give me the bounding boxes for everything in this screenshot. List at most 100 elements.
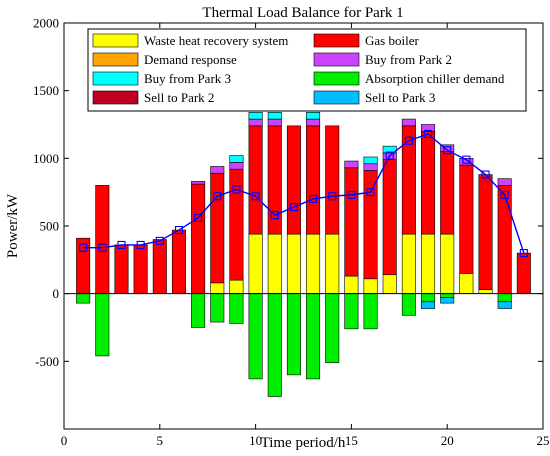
y-axis-title: Power/kW xyxy=(5,193,21,258)
y-tick-label: 0 xyxy=(53,286,60,301)
x-axis-title: Time period/h xyxy=(261,435,346,451)
bar-segment-4 xyxy=(440,144,455,152)
demand-marker xyxy=(366,188,375,197)
demand-marker xyxy=(481,170,490,179)
legend-label: Sell to Park 3 xyxy=(365,90,435,105)
bar-segment-6 xyxy=(95,293,110,357)
bar-segment-8 xyxy=(440,297,455,304)
bar-segment-5 xyxy=(382,145,397,154)
bar-segment-2 xyxy=(325,125,340,235)
demand-marker xyxy=(462,155,471,164)
demand-marker xyxy=(404,136,413,145)
bar-segment-6 xyxy=(363,293,378,330)
bar-segment-2 xyxy=(382,159,397,276)
legend-label: Sell to Park 2 xyxy=(144,90,214,105)
demand-marker xyxy=(174,226,184,235)
x-tick-label: 0 xyxy=(61,433,68,448)
bar-segment-2 xyxy=(133,244,148,294)
bar-segment-4 xyxy=(210,166,225,174)
bar-segment-1 xyxy=(210,282,225,294)
bar-segment-4 xyxy=(363,163,378,171)
bar-segment-2 xyxy=(344,167,359,277)
demand-marker xyxy=(155,236,164,245)
chart-title: Thermal Load Balance for Park 1 xyxy=(202,5,403,21)
legend-swatch xyxy=(313,90,360,105)
bar-segment-5 xyxy=(363,156,378,165)
legend-label: Demand response xyxy=(144,52,237,67)
bar-segment-6 xyxy=(325,293,340,363)
bar-segment-2 xyxy=(286,125,301,235)
bar-segment-8 xyxy=(497,301,512,309)
legend-label: Absorption chiller demand xyxy=(365,71,505,86)
legend-swatch xyxy=(92,90,139,105)
bar-segment-4 xyxy=(229,162,244,170)
bar-segment-6 xyxy=(286,293,301,376)
bar-segment-2 xyxy=(516,252,531,294)
bar-segment-1 xyxy=(459,273,474,294)
y-tick-label: 1500 xyxy=(33,83,59,98)
bar-segment-1 xyxy=(478,289,493,294)
bar-segment-2 xyxy=(497,185,512,294)
bar-segment-6 xyxy=(76,293,91,304)
bars-layer xyxy=(76,112,531,397)
legend-label: Gas boiler xyxy=(365,33,419,48)
y-tick-label: -500 xyxy=(35,354,59,369)
demand-marker xyxy=(309,194,318,203)
bar-segment-6 xyxy=(401,293,416,316)
demand-marker xyxy=(213,192,222,201)
demand-line-layer xyxy=(79,129,528,258)
bar-segment-2 xyxy=(306,125,321,235)
bar-segment-4 xyxy=(421,124,436,132)
bar-segment-2 xyxy=(478,174,493,290)
bar-segment-5 xyxy=(229,155,244,163)
demand-marker xyxy=(251,192,260,201)
bar-segment-2 xyxy=(210,172,225,284)
bar-segment-2 xyxy=(267,125,282,235)
legend-swatch xyxy=(92,33,139,48)
bar-segment-6 xyxy=(497,293,512,303)
y-tick-label: 500 xyxy=(40,219,60,234)
legend-swatch xyxy=(92,52,139,67)
legend-swatch xyxy=(313,33,360,48)
demand-marker xyxy=(98,243,107,252)
demand-marker xyxy=(500,190,509,199)
demand-marker xyxy=(289,203,298,212)
legend-box xyxy=(87,28,527,112)
x-tick-label: 25 xyxy=(537,433,550,448)
x-tick-label: 10 xyxy=(249,433,262,448)
bar-segment-6 xyxy=(229,293,244,324)
bar-segment-4 xyxy=(497,178,512,186)
bar-segment-6 xyxy=(344,293,359,330)
bar-segment-1 xyxy=(267,233,282,294)
demand-marker xyxy=(385,151,394,160)
x-tick-label: 20 xyxy=(441,433,454,448)
bar-segment-2 xyxy=(191,183,206,294)
bar-segment-2 xyxy=(459,164,474,274)
bar-segment-2 xyxy=(363,170,378,280)
bar-segment-4 xyxy=(344,160,359,169)
demand-marker xyxy=(423,129,433,139)
bar-segment-1 xyxy=(325,233,340,294)
demand-marker xyxy=(194,213,203,222)
bar-segment-1 xyxy=(440,233,455,294)
demand-marker xyxy=(270,211,279,220)
demand-marker xyxy=(443,146,452,155)
demand-marker xyxy=(136,240,145,249)
bar-segment-8 xyxy=(421,301,436,309)
bar-segment-4 xyxy=(267,118,282,127)
bar-segment-2 xyxy=(421,130,436,235)
bar-segment-1 xyxy=(344,275,359,294)
legend-label: Waste heat recovery system xyxy=(144,33,288,48)
legend-label: Buy from Park 2 xyxy=(365,52,452,67)
legend-swatch xyxy=(92,71,139,86)
bar-segment-2 xyxy=(95,185,110,294)
bar-segment-6 xyxy=(306,293,321,380)
legend-swatch xyxy=(313,71,360,86)
bar-segment-1 xyxy=(286,233,301,294)
bar-segment-5 xyxy=(248,112,263,120)
bar-segment-6 xyxy=(421,293,436,303)
legend: Waste heat recovery system Gas boiler Dema… xyxy=(87,28,527,112)
demand-marker xyxy=(519,249,528,258)
